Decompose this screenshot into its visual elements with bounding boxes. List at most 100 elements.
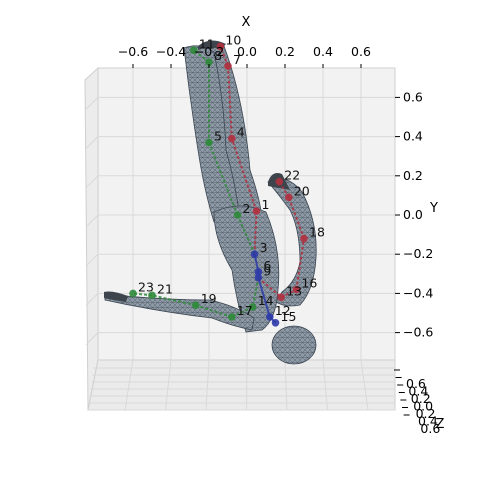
y-tick-label: −0.2 bbox=[403, 246, 433, 261]
bone-1-3 bbox=[253, 211, 258, 255]
side-grid-line bbox=[85, 332, 99, 345]
side-grid-line bbox=[85, 253, 99, 267]
joint-20 bbox=[285, 193, 293, 202]
y-tick-label: 0.6 bbox=[403, 89, 423, 104]
z-tick-label: 0.4 bbox=[408, 384, 428, 399]
joint-11 bbox=[190, 46, 198, 55]
joint-label-4: 4 bbox=[237, 125, 245, 140]
joint-label-17: 17 bbox=[237, 303, 253, 318]
x-tick-label: 0.0 bbox=[237, 44, 257, 59]
bone-1-4 bbox=[230, 138, 258, 212]
y-tick-label: 0.0 bbox=[403, 207, 423, 222]
left-arm-mesh bbox=[104, 293, 255, 331]
y-axis-ticks: 0.6 0.4 0.2 0.0 −0.2 −0.4 −0.6 bbox=[395, 89, 433, 340]
bone-17-19 bbox=[195, 304, 233, 318]
skeleton-joints bbox=[129, 42, 308, 327]
x-tick-label: 0.4 bbox=[313, 44, 333, 59]
x-tick-label: −0.2 bbox=[194, 44, 224, 59]
side-grid-line bbox=[85, 214, 99, 228]
joint-label-7: 7 bbox=[233, 52, 241, 67]
side-grid-line bbox=[85, 136, 99, 149]
z-axis-ticks: 0.60.40.20.00.20.40.6 bbox=[394, 369, 440, 436]
joint-2 bbox=[233, 211, 242, 219]
joint-label-20: 20 bbox=[294, 183, 310, 198]
bone-2-5 bbox=[208, 142, 239, 216]
joint-label-2: 2 bbox=[243, 201, 251, 216]
joint-label-12: 12 bbox=[275, 303, 291, 318]
x-axis-label: X bbox=[242, 15, 251, 30]
bone-9-12 bbox=[257, 277, 271, 318]
x-tick-label: 0.2 bbox=[275, 44, 295, 59]
joint-13 bbox=[277, 293, 286, 302]
joint-label-3: 3 bbox=[260, 240, 268, 255]
side-grid-line bbox=[85, 97, 99, 110]
side-grid-line bbox=[85, 175, 99, 189]
joint-label-14: 14 bbox=[258, 293, 274, 308]
joint-label-10: 10 bbox=[225, 32, 241, 47]
z-tick-label: 0.0 bbox=[413, 399, 433, 414]
y-tick-label: 0.2 bbox=[403, 168, 423, 183]
joint-label-11: 11 bbox=[199, 36, 215, 51]
head-mesh bbox=[271, 325, 317, 365]
joint-1 bbox=[252, 207, 261, 215]
x-axis-ticks: −0.6 −0.4 −0.2 0.0 0.2 0.4 0.6 bbox=[118, 44, 371, 68]
joint-17 bbox=[228, 313, 236, 321]
x-tick-label: −0.6 bbox=[118, 44, 148, 59]
joint-label-21: 21 bbox=[157, 281, 173, 296]
joint-6 bbox=[254, 268, 263, 276]
joint-label-9: 9 bbox=[263, 264, 271, 279]
joint-label-5: 5 bbox=[214, 128, 222, 143]
left-hand-mesh bbox=[104, 291, 128, 302]
right-arm-mesh bbox=[267, 178, 317, 307]
joint-4 bbox=[228, 134, 236, 143]
joint-9 bbox=[254, 273, 263, 282]
joint-22 bbox=[275, 177, 284, 186]
x-tick-label: 0.6 bbox=[351, 44, 371, 59]
x-tick-label: −0.4 bbox=[156, 44, 186, 59]
z-axis-label: Z bbox=[436, 417, 445, 432]
joint-label-1: 1 bbox=[262, 197, 270, 212]
y-tick-label: −0.6 bbox=[403, 325, 433, 340]
joint-10 bbox=[216, 42, 225, 51]
left-leg-mesh bbox=[183, 45, 241, 223]
bone-16-18 bbox=[295, 238, 305, 290]
z-tick-label: 0.2 bbox=[416, 406, 436, 421]
bone-18-20 bbox=[287, 197, 305, 239]
z-tick-label: 0.6 bbox=[406, 376, 426, 391]
joint-label-16: 16 bbox=[301, 275, 317, 290]
joint-12 bbox=[266, 313, 274, 321]
joint-label-23: 23 bbox=[138, 279, 154, 294]
joint-label-18: 18 bbox=[309, 225, 325, 240]
joint-label-22: 22 bbox=[284, 168, 300, 183]
joint-label-15: 15 bbox=[281, 309, 297, 324]
joint-14 bbox=[248, 303, 257, 311]
joint-label-13: 13 bbox=[286, 283, 302, 298]
joint-label-6: 6 bbox=[263, 258, 271, 273]
joint-3 bbox=[250, 250, 259, 258]
z-tick-label: 0.6 bbox=[420, 421, 440, 436]
joint-19 bbox=[191, 301, 200, 309]
z-tick-label: 0.2 bbox=[411, 391, 431, 406]
side-grid-line bbox=[85, 293, 99, 306]
joint-8 bbox=[205, 58, 213, 66]
bone-2-3 bbox=[236, 214, 256, 255]
joint-5 bbox=[205, 138, 213, 147]
joint-label-8: 8 bbox=[214, 48, 222, 63]
bone-14-17 bbox=[231, 306, 254, 318]
joint-label-19: 19 bbox=[201, 291, 217, 306]
y-tick-label: 0.4 bbox=[403, 129, 423, 144]
joint-15 bbox=[271, 319, 280, 327]
z-tick-label: 0.4 bbox=[418, 414, 438, 429]
left-pane bbox=[84, 66, 99, 411]
y-axis-label: Y bbox=[429, 201, 438, 216]
bone-19-21 bbox=[151, 294, 196, 307]
joint-18 bbox=[300, 234, 308, 243]
y-tick-label: −0.4 bbox=[403, 285, 433, 300]
joint-23 bbox=[129, 289, 137, 298]
bone-9-13 bbox=[257, 276, 282, 299]
bone-4-7 bbox=[227, 65, 233, 139]
joint-21 bbox=[148, 291, 156, 300]
joint-16 bbox=[292, 285, 301, 294]
joint-7 bbox=[224, 62, 232, 70]
